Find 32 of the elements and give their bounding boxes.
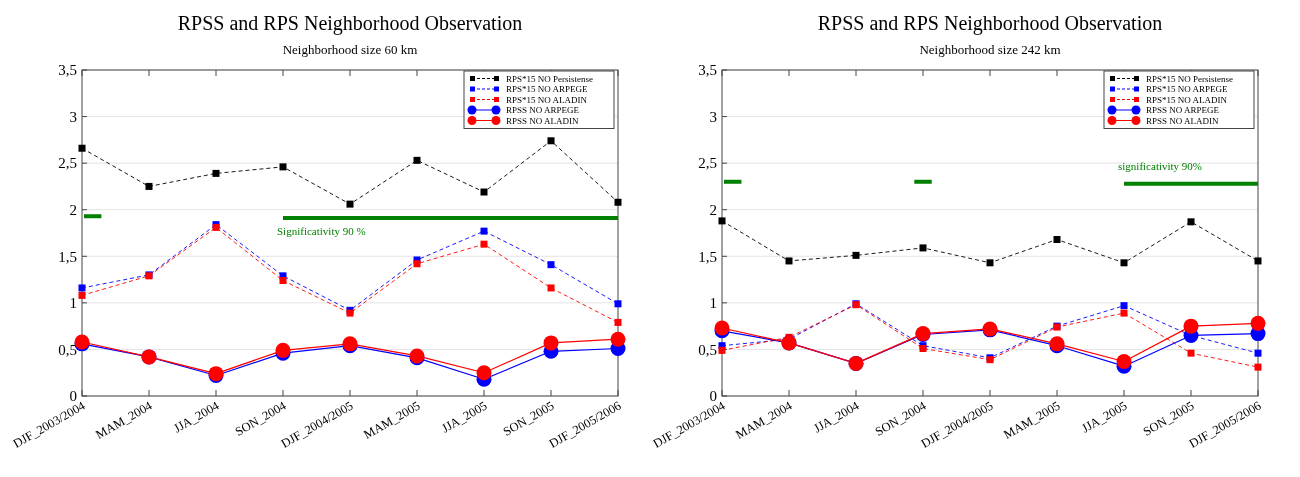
y-tick-label: 1	[69, 295, 77, 312]
y-tick-label: 3,5	[58, 62, 77, 79]
annotation: Significativity 90 %	[277, 225, 366, 238]
y-tick-label: 1	[709, 295, 717, 312]
chart-title: RPSS and RPS Neighborhood Observation	[817, 12, 1163, 35]
y-tick-label: 2	[69, 201, 77, 218]
y-tick-label: 3	[709, 108, 717, 125]
legend-label: RPS*15 NO ALADIN	[506, 94, 588, 105]
legend-label: RPS*15 NO ARPEGE	[1146, 84, 1229, 95]
y-tick-label: 2,5	[58, 155, 77, 172]
legend-label: RPS*15 NO Persistense	[506, 73, 594, 84]
y-tick-label: 1,5	[58, 248, 77, 265]
y-tick-label: 1,5	[698, 248, 717, 265]
y-tick-label: 0	[69, 388, 77, 405]
legend-label: RPS*15 NO ALADIN	[1146, 94, 1228, 105]
y-tick-label: 2,5	[698, 155, 717, 172]
y-tick-label: 3	[69, 108, 77, 125]
chart-title: RPSS and RPS Neighborhood Observation	[177, 12, 523, 35]
y-tick-label: 3,5	[698, 62, 717, 79]
legend-label: RPSS NO ARPEGE	[1146, 105, 1220, 116]
legend-label: RPSS NO ALADIN	[1146, 115, 1220, 126]
chart-subtitle: Neighborhood size 60 km	[282, 42, 418, 57]
legend-label: RPS*15 NO ARPEGE	[506, 84, 589, 95]
annotation: significativity 90%	[1118, 159, 1203, 172]
legend-label: RPSS NO ARPEGE	[506, 105, 580, 116]
chart-subtitle: Neighborhood size 242 km	[919, 42, 1061, 57]
legend-label: RPS*15 NO Persistense	[1146, 73, 1234, 84]
legend-label: RPSS NO ALADIN	[506, 115, 580, 126]
y-tick-label: 2	[709, 201, 717, 218]
y-tick-label: 0,5	[58, 341, 77, 358]
y-tick-label: 0,5	[698, 341, 717, 358]
y-tick-label: 0	[709, 388, 717, 405]
